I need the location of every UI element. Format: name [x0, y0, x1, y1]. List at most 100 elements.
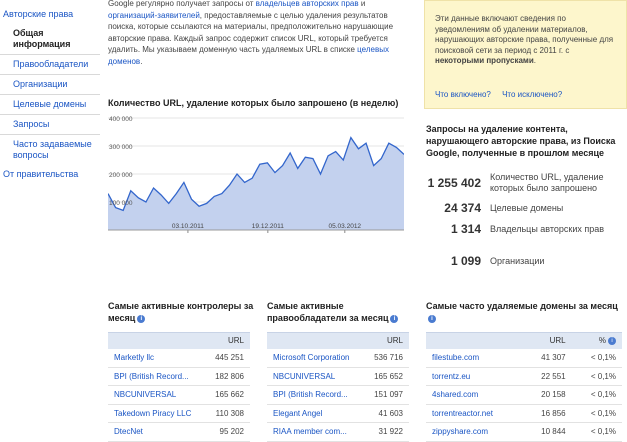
url-count: 41 307 [522, 348, 572, 368]
table-row: zippyshare.com 10 844 < 0,1% [426, 422, 622, 442]
table-header-name [267, 332, 364, 349]
owner-link[interactable]: RIAA member com... [273, 427, 347, 437]
intro-text: Google регулярно получает запросы от [108, 0, 256, 8]
sidebar-item-organizations[interactable]: Организации [0, 75, 100, 95]
reporter-link[interactable]: BPI (British Record... [114, 371, 189, 381]
url-count: 182 806 [204, 367, 250, 386]
percent-value: < 0,1% [571, 367, 622, 386]
sidebar-item-requests[interactable]: Запросы [0, 115, 100, 135]
table-row: torrentreactor.net 16 856 < 0,1% [426, 404, 622, 423]
chart-title: Количество URL, удаление которых было за… [108, 98, 399, 108]
url-count: 445 251 [204, 348, 250, 368]
table-row: BPI (British Record... 182 806 [108, 367, 250, 386]
stat-label: Владельцы авторских прав [490, 223, 605, 234]
reporter-link[interactable]: Takedown Piracy LLC [114, 408, 192, 418]
sidebar-item-government[interactable]: От правительства [3, 169, 79, 179]
domain-link[interactable]: filestube.com [432, 353, 480, 362]
owner-link[interactable]: Microsoft Corporation [273, 353, 350, 362]
domain-link[interactable]: torrentreactor.net [432, 408, 493, 418]
table-row: BPI (British Record... 151 097 [267, 385, 409, 405]
table-header-url: URL [204, 332, 250, 349]
y-tick-label: 200 000 [109, 172, 133, 179]
url-count: 31 922 [363, 422, 409, 442]
owners-link[interactable]: владельцев авторских прав [255, 0, 359, 8]
excluded-link[interactable]: Что исключено? [502, 90, 563, 99]
sidebar-item-domains[interactable]: Целевые домены [0, 95, 100, 115]
url-count: 10 844 [522, 422, 572, 442]
stat-row: 1 099 Организации [424, 254, 618, 268]
target-domains-link[interactable]: целевых доменов [108, 45, 389, 66]
table-row: 4shared.com 20 158 < 0,1% [426, 385, 622, 405]
help-icon[interactable]: i [137, 314, 146, 323]
owner-link[interactable]: Elegant Angel [273, 408, 323, 418]
table-row: Elegant Angel 41 603 [267, 404, 409, 423]
table-row: filestube.com 41 307 < 0,1% [426, 348, 622, 368]
series-line [108, 136, 404, 212]
table-header-percent: % i [571, 332, 622, 349]
stat-number: 24 374 [444, 201, 481, 215]
url-count: 95 202 [204, 422, 250, 442]
table-header-name [108, 332, 205, 349]
table-header-name [426, 332, 523, 349]
info-text-bold: некоторыми пропусками [435, 56, 534, 65]
url-chart: 400 000 300 000 200 000 100 000 03.10.2011 19… [108, 112, 404, 242]
reporter-link[interactable]: Marketly llc [114, 353, 155, 362]
table-header-url: URL [522, 332, 572, 349]
domains-table-title: Самые часто удаляемые домены за месяц i [426, 300, 621, 324]
url-count: 41 603 [363, 404, 409, 423]
owner-link[interactable]: NBCUNIVERSAL [273, 371, 336, 381]
stat-row: 24 374 Целевые домены [424, 201, 618, 215]
url-count: 20 158 [522, 385, 572, 405]
domain-link[interactable]: torrentz.eu [432, 371, 471, 381]
organizations-link[interactable]: организаций-заявителей [108, 10, 200, 20]
domains-title-text: Самые часто удаляемые домены за месяц [426, 301, 618, 311]
owners-title-text: Самые активные правообладатели за месяц [267, 301, 389, 323]
url-count: 22 551 [522, 367, 572, 386]
help-icon[interactable]: i [608, 337, 616, 346]
url-count: 151 097 [363, 385, 409, 405]
percent-value: < 0,1% [571, 348, 622, 368]
reporters-table: URL Marketly llc 445 251 BPI (British Rec… [108, 332, 250, 442]
info-text: Эти данные включают сведения по уведомле… [435, 14, 614, 55]
info-text: . [533, 56, 537, 65]
reporter-link[interactable]: DtecNet [114, 427, 143, 437]
domain-link[interactable]: 4shared.com [432, 390, 479, 400]
table-row: DtecNet 95 202 [108, 422, 250, 442]
x-tick-label: 05.03.2012 [329, 223, 362, 230]
percent-value: < 0,1% [571, 404, 622, 423]
sidebar-item-owners[interactable]: Правообладатели [0, 55, 100, 75]
stat-label: Количество URL, удаление которых было за… [490, 172, 604, 193]
percent-value: < 0,1% [571, 422, 622, 442]
stat-number: 1 255 402 [427, 176, 481, 190]
reporter-link[interactable]: NBCUNIVERSAL [114, 390, 177, 400]
sidebar: Авторские права Общая информация Правооб… [0, 0, 100, 184]
intro-text: , предоставляемые с целью удаления резул… [108, 10, 394, 55]
table-row: Takedown Piracy LLC 110 308 [108, 404, 250, 423]
stat-row: 1 255 402 Количество URL, удаление котор… [424, 172, 618, 194]
intro-text: . [140, 56, 143, 66]
url-count: 16 856 [522, 404, 572, 423]
series-area [108, 137, 404, 230]
percent-value: < 0,1% [571, 385, 622, 405]
x-tick-label: 19.12.2011 [252, 223, 284, 230]
intro-paragraph: Google регулярно получает запросы от вла… [108, 0, 404, 67]
table-row: RIAA member com... 31 922 [267, 422, 409, 442]
y-tick-label: 400 000 [109, 116, 133, 123]
table-row: Marketly llc 445 251 [108, 348, 250, 368]
stat-number: 1 314 [450, 222, 481, 236]
included-link[interactable]: Что включено? [435, 90, 491, 99]
table-row: NBCUNIVERSAL 165 662 [108, 385, 250, 405]
sidebar-item-faq[interactable]: Часто задаваемые вопросы [13, 139, 92, 160]
sidebar-item-copyright[interactable]: Авторские права [3, 9, 74, 19]
owners-table: URL Microsoft Corporation 536 716 NBCUNIV… [267, 332, 409, 442]
stat-row: 1 314 Владельцы авторских прав [424, 222, 618, 236]
help-icon[interactable]: i [390, 314, 399, 323]
table-row: Microsoft Corporation 536 716 [267, 348, 409, 368]
owner-link[interactable]: BPI (British Record... [273, 390, 348, 400]
info-box: Эти данные включают сведения по уведомле… [424, 0, 627, 109]
domain-link[interactable]: zippyshare.com [432, 427, 489, 437]
sidebar-item-overview[interactable]: Общая информация [0, 24, 100, 55]
help-icon[interactable]: i [428, 314, 436, 323]
domains-table: URL% i filestube.com 41 307 < 0,1% torrentz… [426, 332, 622, 442]
url-count: 165 662 [204, 385, 250, 405]
